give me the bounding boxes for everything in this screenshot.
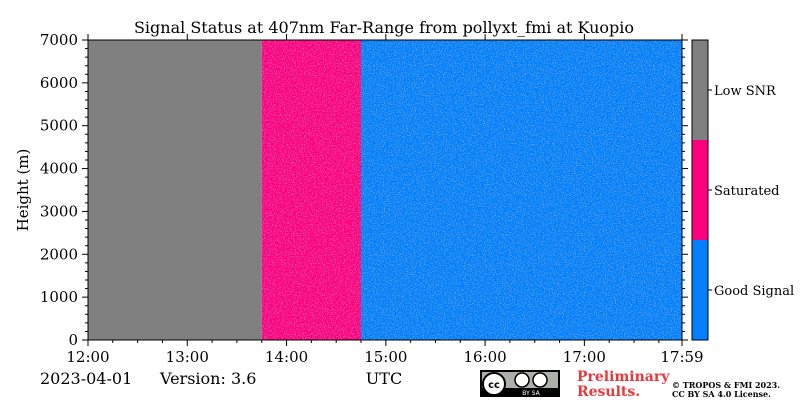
chart-title: Signal Status at 407nm Far-Range from po… bbox=[134, 18, 634, 37]
colorbar-frame bbox=[691, 39, 709, 341]
y-tick-label: 7000 bbox=[40, 31, 78, 49]
heatmap-area bbox=[88, 40, 682, 340]
footer-x-unit: UTC bbox=[366, 369, 402, 388]
footer-date: 2023-04-01 bbox=[40, 369, 132, 388]
colorbar-swatch bbox=[692, 140, 708, 240]
preliminary-line1: Preliminary bbox=[577, 369, 670, 385]
cc-license-logo: cc BY SA bbox=[480, 370, 560, 397]
copyright-line1: © TROPOS & FMI 2023. bbox=[672, 380, 780, 390]
footer-version: Version: 3.6 bbox=[159, 369, 256, 388]
svg-text:cc: cc bbox=[488, 380, 500, 391]
y-tick-label: 0 bbox=[68, 331, 78, 349]
colorbar-swatch bbox=[692, 240, 708, 340]
y-tick-label: 4000 bbox=[40, 160, 78, 178]
x-tick-label: 16:00 bbox=[463, 348, 506, 366]
x-axis: 12:00 13:00 14:00 15:00 16:00 17:00 17:59 bbox=[66, 34, 704, 366]
copyright-line2: CC BY SA 4.0 License. bbox=[672, 389, 771, 399]
y-axis-label: Height (m) bbox=[14, 149, 32, 232]
y-tick-label: 6000 bbox=[40, 74, 78, 92]
colorbar-label: Saturated bbox=[714, 184, 779, 199]
y-tick-label: 1000 bbox=[40, 288, 78, 306]
plot-frame bbox=[87, 39, 683, 341]
heatmap-segment bbox=[88, 40, 262, 340]
y-tick-label: 2000 bbox=[40, 245, 78, 263]
colorbar-label: Good Signal bbox=[714, 284, 794, 299]
colorbar-label: Low SNR bbox=[714, 84, 777, 99]
x-tick-label: 15:00 bbox=[364, 348, 407, 366]
x-tick-label: 14:00 bbox=[265, 348, 308, 366]
colorbar-swatch bbox=[692, 40, 708, 140]
heatmap-segment bbox=[361, 40, 682, 340]
x-tick-label: 17:59 bbox=[660, 348, 703, 366]
x-tick-label: 12:00 bbox=[66, 348, 109, 366]
heatmap-segment bbox=[261, 40, 362, 340]
colorbar: Good Signal Saturated Low SNR bbox=[691, 39, 794, 341]
x-tick-label: 17:00 bbox=[563, 348, 606, 366]
y-tick-label: 5000 bbox=[40, 117, 78, 135]
y-tick-label: 3000 bbox=[40, 202, 78, 220]
y-axis: 0 1000 2000 3000 4000 5000 6000 7000 bbox=[40, 31, 688, 349]
cc-badge-text: BY SA bbox=[522, 390, 540, 397]
x-tick-label: 13:00 bbox=[166, 348, 209, 366]
preliminary-line2: Results. bbox=[577, 384, 640, 400]
